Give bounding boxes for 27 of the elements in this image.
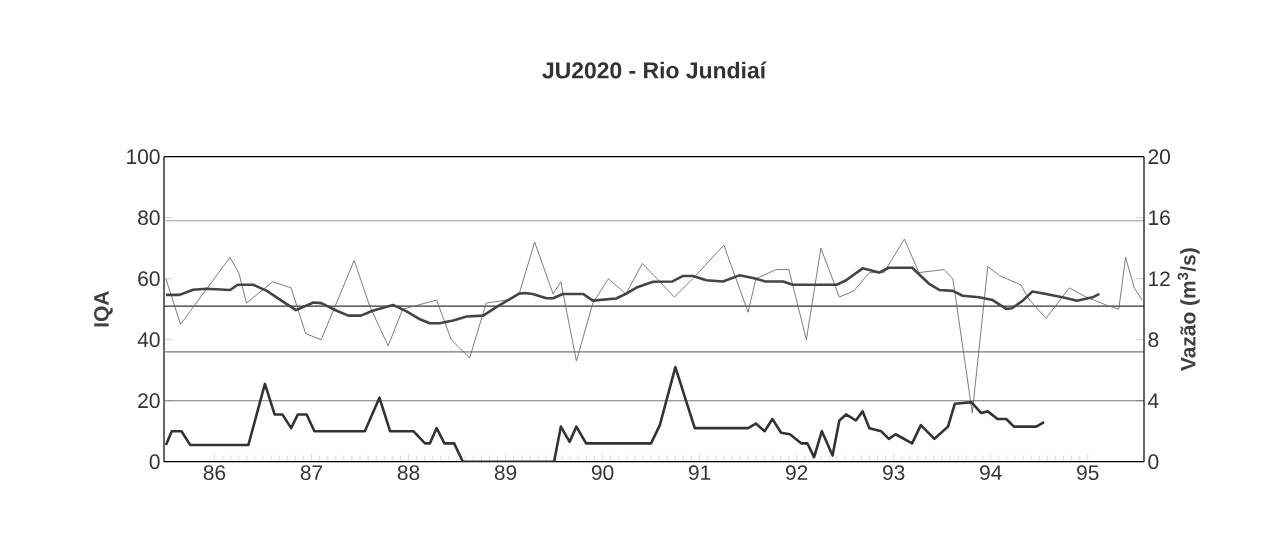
y-tick-label: 0 <box>149 454 160 470</box>
x-tick-label: 94 <box>980 465 1002 481</box>
x-tick-label: 92 <box>785 465 808 481</box>
x-tick-label: 95 <box>1077 465 1099 481</box>
x-tick-label: 89 <box>494 465 517 481</box>
y2-tick-label: 8 <box>1148 332 1159 348</box>
x-tick-label: 86 <box>203 465 226 481</box>
x-tick-label: 93 <box>883 465 905 481</box>
x-tick-label: 90 <box>591 465 614 481</box>
y2-tick-label: 12 <box>1149 271 1170 286</box>
x-tick-label: 91 <box>688 465 711 481</box>
line-series <box>165 238 1143 414</box>
x-tick-label: 87 <box>300 465 323 481</box>
line-series <box>164 266 1101 325</box>
chart-title: JU2020 - Rio Jundiaí <box>542 61 767 79</box>
y2-tick-label: 0 <box>1148 454 1159 470</box>
y-tick-label: 40 <box>137 332 160 348</box>
y-tick-label: 20 <box>138 393 160 409</box>
y2-tick-label: 16 <box>1149 210 1170 226</box>
y2-tick-label: 20 <box>1148 149 1170 165</box>
y-tick-label: 100 <box>127 149 160 165</box>
y2-tick-label: 4 <box>1148 393 1159 408</box>
y-tick-label: 80 <box>138 210 160 226</box>
y-axis-title: IQA <box>94 291 113 327</box>
y2-axis-title: Vazão (m$^{3}$/s) <box>1177 248 1200 371</box>
y-tick-label: 60 <box>138 271 160 287</box>
x-tick-label: 88 <box>397 465 420 481</box>
